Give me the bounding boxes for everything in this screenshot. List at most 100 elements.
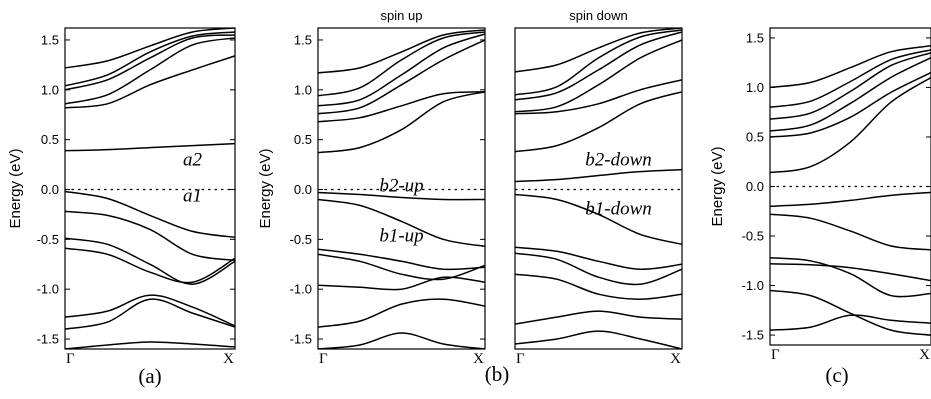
band-line-5 — [770, 71, 931, 138]
y-tick-label: 0.5 — [294, 132, 312, 147]
plot-frame — [64, 27, 236, 350]
band-line-2 — [515, 29, 682, 96]
band-line-9 — [515, 246, 682, 270]
y-tick-label: -1.0 — [290, 282, 312, 297]
band-line-12 — [318, 298, 485, 328]
band-annotation: b2-up — [379, 175, 423, 196]
band-line-13 — [318, 332, 485, 349]
band-line-12 — [770, 314, 931, 331]
band-line-3 — [318, 33, 485, 107]
band-line-11 — [318, 276, 485, 291]
y-axis-label: Energy (eV) — [709, 146, 726, 226]
band-line-7 — [65, 190, 235, 239]
band-line-7 — [318, 191, 485, 201]
y-tick-label: 1.0 — [746, 80, 764, 95]
band-line-7 — [770, 191, 931, 208]
band-line-1 — [515, 28, 682, 73]
y-axis-label: Energy (eV) — [257, 148, 274, 228]
panel-label: (b) — [485, 362, 510, 386]
panel-1: 1.5 1.0 0.5 0.0 -0.5 -1.0 -1.5 Energy (eV) Γ Xa2 a… — [7, 27, 236, 388]
band-line-13 — [65, 341, 235, 349]
panels-group: 1.5 1.0 0.5 0.0 -0.5 -1.0 -1.5 Energy (eV) Γ Xa2 a… — [7, 8, 931, 388]
band-line-7 — [515, 168, 682, 183]
band-line-10 — [65, 247, 235, 284]
y-tick-label: -1.0 — [742, 278, 764, 293]
band-line-10 — [770, 263, 931, 282]
y-tick-label: -0.5 — [742, 229, 764, 244]
y-tick-label: -0.5 — [290, 232, 312, 247]
panel-2: 1.5 1.0 0.5 0.0 -0.5 -1.0 -1.5 Energy (eV) Γ Xspi… — [257, 8, 486, 367]
y-axis-label: Energy (eV) — [7, 148, 24, 228]
band-line-12 — [515, 310, 682, 325]
panel-4: 1.5 1.0 0.5 0.0 -0.5 -1.0 -1.5 Energy (eV) Γ X (c) — [709, 27, 931, 387]
y-tick-label: 1.5 — [746, 30, 764, 45]
band-line-5 — [515, 79, 682, 115]
bands-group — [318, 29, 485, 349]
y-tick-label: -1.5 — [37, 332, 59, 347]
y-tick-label: 0.0 — [294, 182, 312, 197]
x-tick-label-x: X — [223, 351, 234, 367]
bands-group — [770, 45, 931, 336]
band-line-6 — [65, 142, 235, 152]
band-line-6 — [318, 91, 485, 154]
y-tick-label: 1.5 — [41, 32, 59, 47]
band-line-2 — [770, 49, 931, 108]
band-line-1 — [318, 29, 485, 74]
panel-top-label: spin up — [381, 8, 423, 23]
band-line-5 — [318, 91, 485, 123]
y-tick-label: -1.0 — [37, 282, 59, 297]
x-tick-label-gamma: Γ — [66, 351, 75, 367]
y-tick-label: 1.0 — [294, 82, 312, 97]
band-line-4 — [770, 57, 931, 132]
band-annotation: b2-down — [585, 150, 652, 171]
band-line-2 — [318, 31, 485, 97]
plot-frame — [514, 27, 683, 350]
band-line-6 — [770, 76, 931, 174]
panel-top-label: spin down — [569, 8, 628, 23]
band-line-11 — [65, 294, 235, 327]
band-line-3 — [770, 52, 931, 120]
x-tick-label-gamma: Γ — [516, 351, 525, 367]
band-line-1 — [770, 45, 931, 89]
x-tick-label-x: X — [919, 347, 930, 363]
bands-group — [515, 28, 682, 349]
band-line-8 — [65, 210, 235, 262]
x-tick-label-x: X — [670, 351, 681, 367]
y-tick-label: -1.5 — [742, 328, 764, 343]
band-line-10 — [318, 253, 485, 281]
band-annotation: b1-down — [585, 198, 652, 219]
bands-group — [65, 28, 235, 349]
band-line-9 — [770, 257, 931, 298]
band-line-13 — [515, 330, 682, 349]
band-annotation: b1-up — [379, 225, 423, 246]
y-tick-label: 0.0 — [746, 179, 764, 194]
band-line-3 — [515, 31, 682, 101]
band-annotation: a2 — [183, 150, 203, 171]
band-line-9 — [318, 248, 485, 271]
y-tick-label: -1.5 — [290, 332, 312, 347]
y-tick-label: 0.0 — [41, 182, 59, 197]
band-line-11 — [515, 273, 682, 300]
band-line-6 — [515, 91, 682, 153]
plot-frame — [317, 27, 486, 350]
band-line-5 — [65, 55, 235, 109]
band-line-4 — [318, 39, 485, 115]
band-line-8 — [318, 198, 485, 248]
y-tick-label: 1.5 — [294, 32, 312, 47]
band-line-9 — [65, 237, 235, 285]
band-line-4 — [65, 37, 235, 105]
band-line-3 — [65, 34, 235, 91]
y-tick-label: 0.5 — [41, 132, 59, 147]
x-tick-label-gamma: Γ — [319, 351, 328, 367]
x-tick-label-x: X — [473, 351, 484, 367]
band-line-12 — [65, 298, 235, 330]
panel-label: (a) — [138, 364, 161, 388]
band-line-4 — [515, 39, 682, 113]
band-line-8 — [770, 213, 931, 251]
band-line-11 — [770, 289, 931, 336]
band-line-10 — [515, 252, 682, 286]
band-annotation: a1 — [183, 185, 202, 206]
band-line-2 — [65, 31, 235, 87]
